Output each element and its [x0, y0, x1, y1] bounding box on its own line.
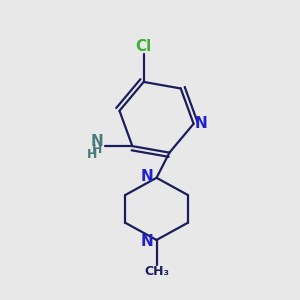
Text: N: N [91, 134, 104, 149]
Text: N: N [141, 234, 154, 249]
Text: H: H [92, 143, 103, 156]
Text: H: H [87, 148, 97, 161]
Text: CH₃: CH₃ [144, 265, 169, 278]
Text: N: N [141, 169, 154, 184]
Text: N: N [194, 116, 207, 131]
Text: Cl: Cl [136, 39, 152, 54]
